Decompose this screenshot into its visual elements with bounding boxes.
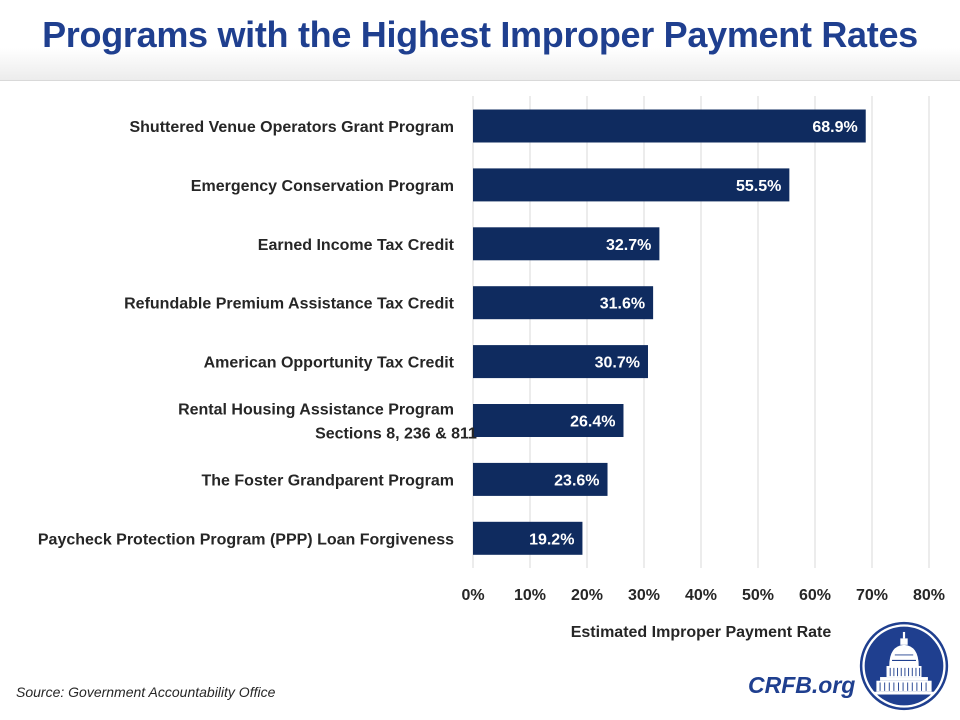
category-labels: Shuttered Venue Operators Grant Program E… — [38, 119, 477, 548]
bar — [473, 345, 648, 379]
data-label: 19.2% — [529, 531, 574, 548]
data-label: 26.4% — [570, 414, 615, 431]
data-label: 55.5% — [736, 178, 781, 195]
x-axis-title: Estimated Improper Payment Rate — [571, 624, 832, 641]
category-label: Rental Housing Assistance Program Section… — [178, 402, 477, 443]
x-tick-label: 40% — [685, 587, 717, 604]
bar — [473, 286, 654, 320]
category-label: Shuttered Venue Operators Grant Program — [129, 119, 454, 136]
category-label: Earned Income Tax Credit — [258, 237, 455, 254]
header-band: Programs with the Highest Improper Payme… — [0, 0, 960, 81]
category-label: The Foster Grandparent Program — [202, 472, 455, 489]
x-tick-labels: 0% 10% 20% 30% 40% 50% 60% 70% 80% — [461, 587, 945, 604]
x-tick-label: 0% — [461, 587, 484, 604]
bar — [473, 168, 790, 202]
bar — [473, 404, 624, 437]
x-tick-label: 30% — [628, 587, 660, 604]
brand-link[interactable]: CRFB.org — [748, 672, 856, 698]
x-tick-label: 10% — [514, 587, 546, 604]
category-label: Emergency Conservation Program — [191, 178, 454, 195]
category-label: Paycheck Protection Program (PPP) Loan F… — [38, 531, 454, 548]
x-tick-label: 80% — [913, 587, 945, 604]
bar — [473, 109, 866, 143]
category-label-line: Rental Housing Assistance Program — [178, 402, 454, 419]
source-note: Source: Government Accountability Office — [16, 684, 276, 700]
bars: 68.9% 55.5% 32.7% 31.6% 30.7% 26.4% 23.6% 19.2% — [473, 109, 866, 555]
data-label: 31.6% — [600, 296, 645, 313]
chart-title: Programs with the Highest Improper Payme… — [42, 14, 918, 55]
data-label: 68.9% — [812, 119, 857, 136]
x-tick-label: 50% — [742, 587, 774, 604]
gridlines — [472, 96, 930, 568]
data-label: 30.7% — [595, 355, 640, 372]
category-label-line: Sections 8, 236 & 811 — [315, 426, 477, 443]
bar — [473, 521, 583, 555]
category-label: Refundable Premium Assistance Tax Credit — [124, 296, 455, 313]
data-label: 23.6% — [554, 472, 599, 489]
data-label: 32.7% — [606, 237, 651, 254]
capitol-seal-icon — [859, 621, 949, 711]
x-tick-label: 20% — [571, 587, 603, 604]
category-label: American Opportunity Tax Credit — [204, 355, 455, 372]
x-tick-label: 70% — [856, 587, 888, 604]
bar — [473, 462, 608, 496]
x-tick-label: 60% — [799, 587, 831, 604]
bar — [473, 227, 660, 261]
